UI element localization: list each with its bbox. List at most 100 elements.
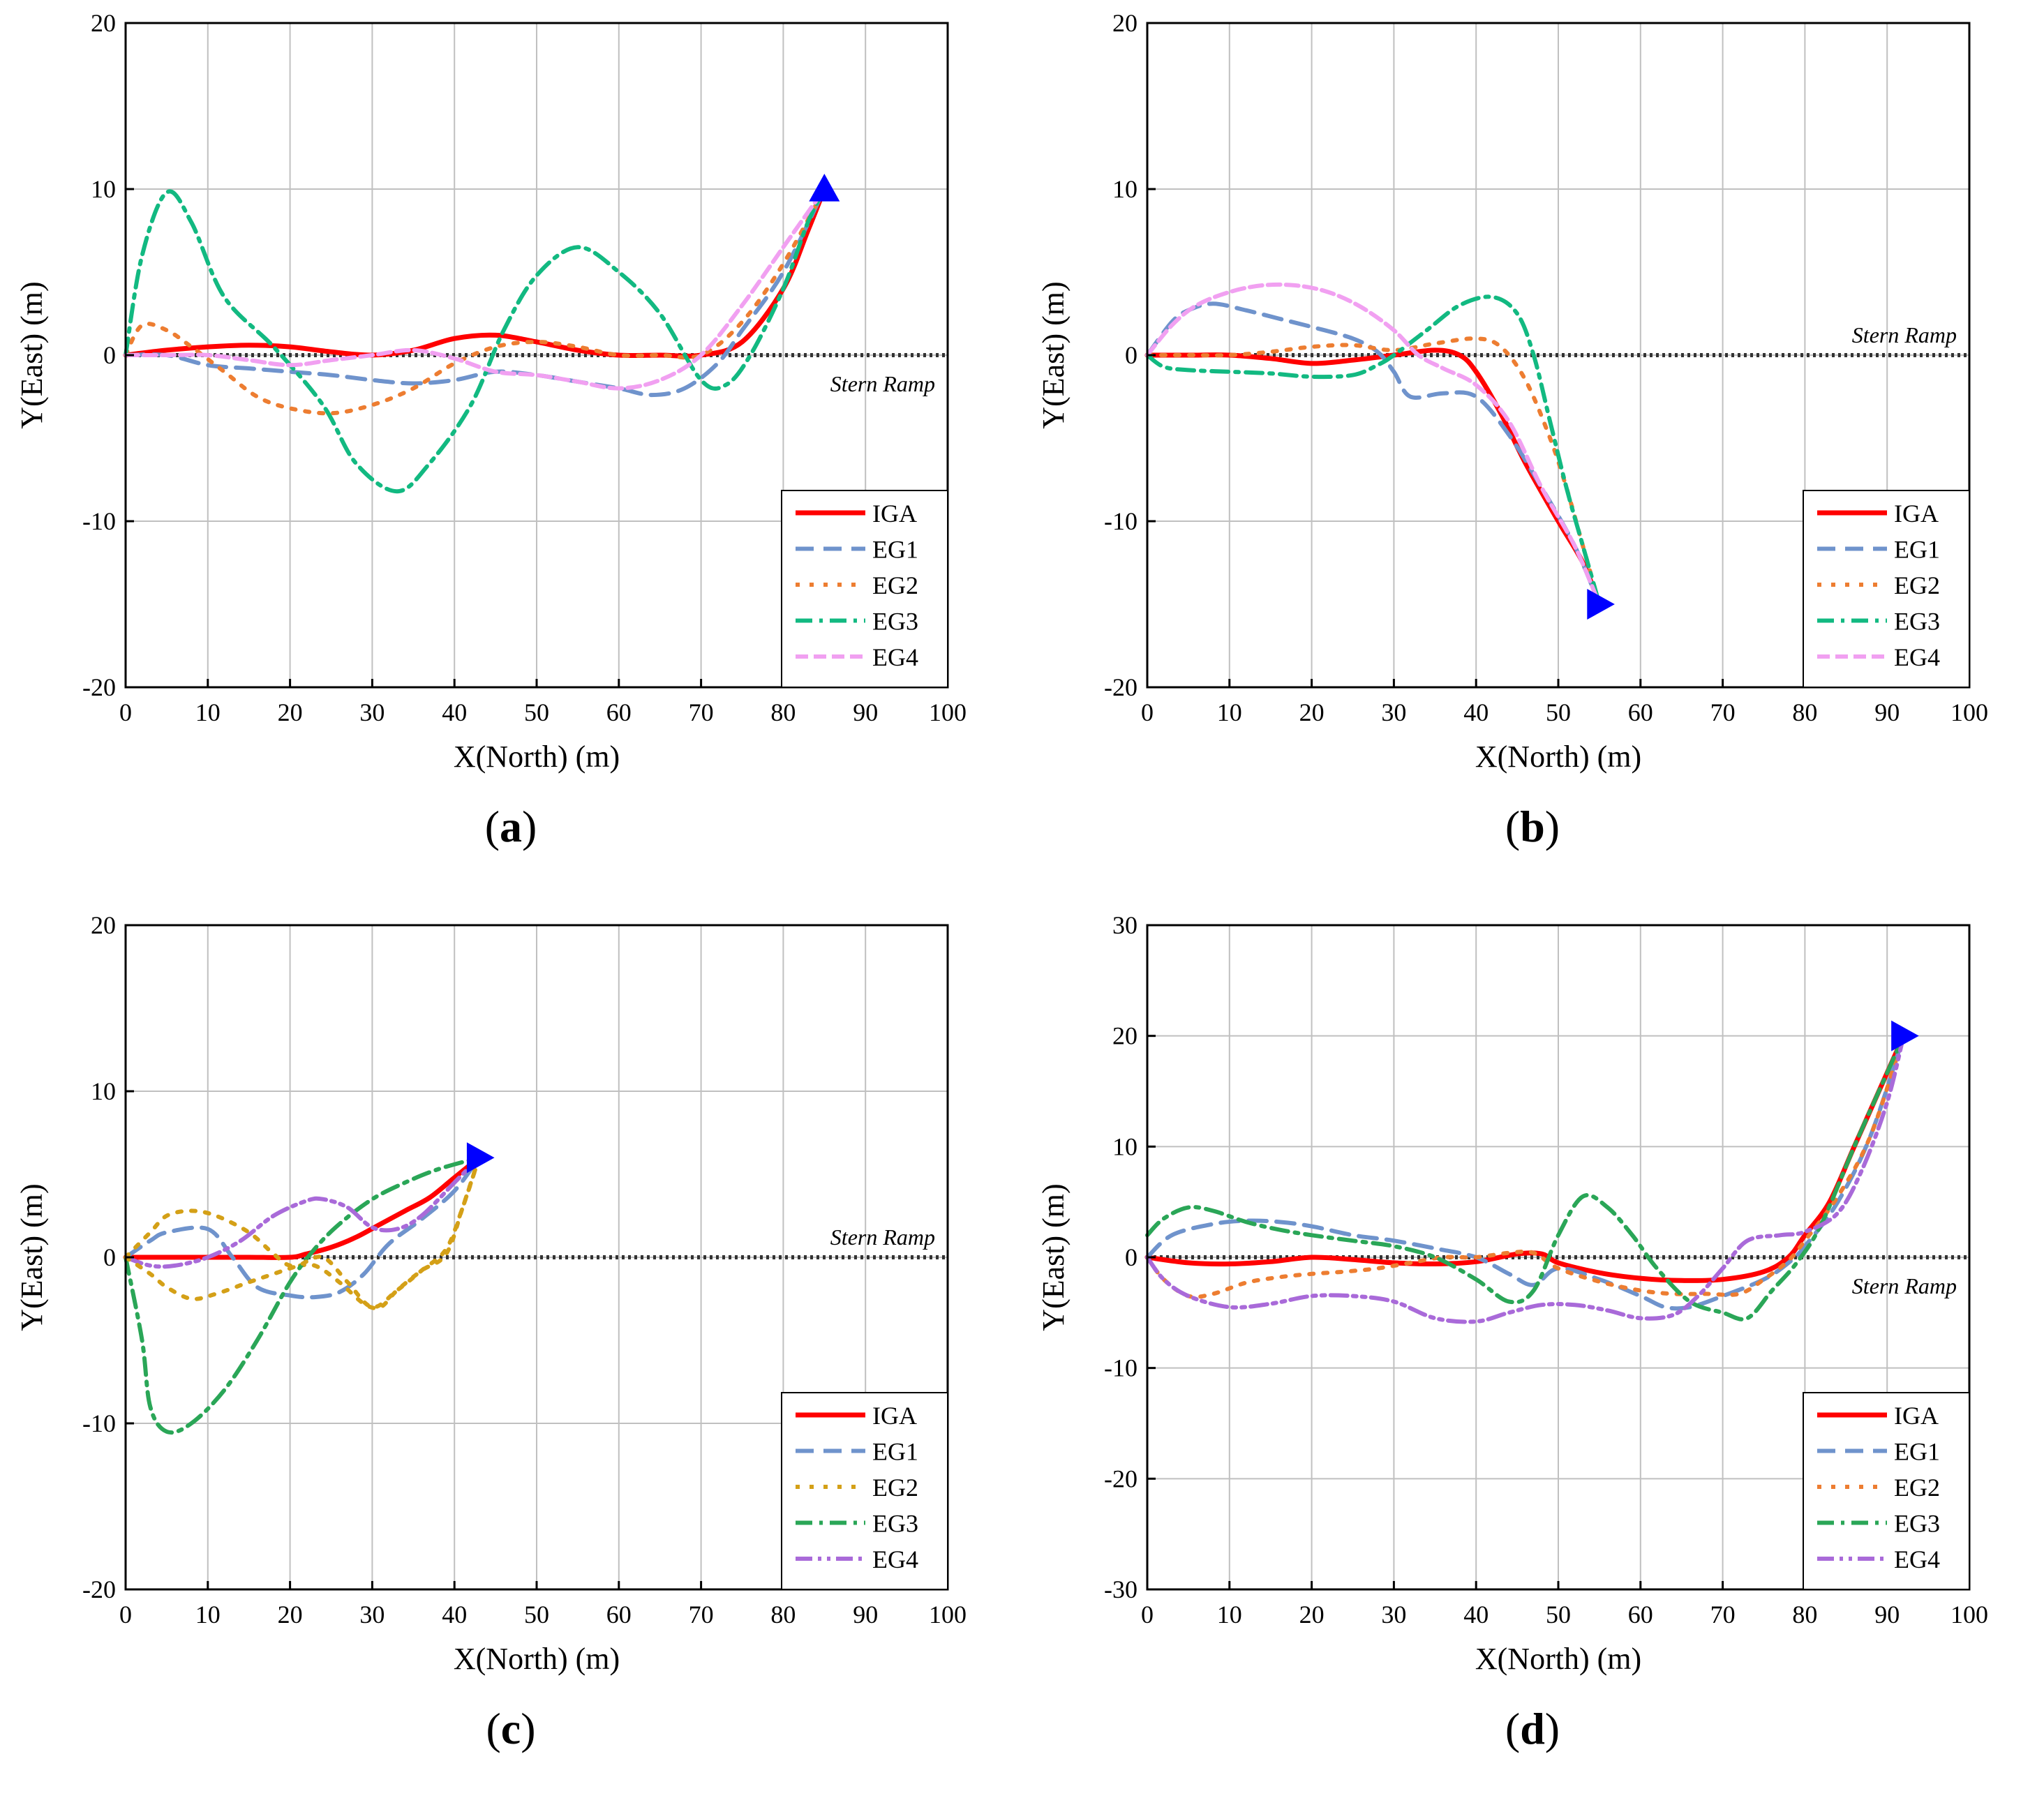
x-tick-label: 60 xyxy=(606,698,632,726)
x-tick-label: 60 xyxy=(606,1601,632,1628)
x-tick-label: 50 xyxy=(524,1601,549,1628)
x-tick-label: 40 xyxy=(442,698,467,726)
y-tick-label: -10 xyxy=(1104,1354,1137,1382)
y-tick-label: 20 xyxy=(91,911,116,939)
legend-label-eg4: EG4 xyxy=(1894,643,1940,671)
y-tick-label: 10 xyxy=(1112,1132,1137,1160)
series-line-eg4 xyxy=(1145,1033,1906,1324)
panel-b: Stern Ramp 0 10 20 30 40 50 60 70 80 90 100 -20 -10 0 1… xyxy=(1022,0,2043,902)
x-tick-label: 30 xyxy=(1381,698,1406,726)
legend-label-eg2: EG2 xyxy=(1894,1474,1940,1501)
legend-label-eg4: EG4 xyxy=(1894,1545,1940,1573)
y-axis-label: Y(East) (m) xyxy=(1036,1183,1071,1331)
target-marker xyxy=(809,174,840,202)
target-marker xyxy=(1587,589,1615,620)
series-line-eg1 xyxy=(1145,301,1602,606)
target-marker xyxy=(466,1142,495,1174)
x-tick-label: 40 xyxy=(1463,698,1489,726)
x-tick-label: 60 xyxy=(1628,1601,1653,1628)
ticks: 0 10 20 30 40 50 60 70 80 90 100 -30 -20 -10 0 10 20 30 xyxy=(1104,911,1988,1628)
y-axis-label: Y(East) (m) xyxy=(1036,281,1071,428)
legend-label-iga: IGA xyxy=(1894,1402,1939,1430)
x-tick-label: 30 xyxy=(359,1601,385,1628)
panel-d: Stern Ramp 0 10 20 30 40 50 60 70 80 90 100 -30 -20 -1… xyxy=(1022,902,2043,1804)
x-tick-label: 100 xyxy=(929,1601,967,1628)
series-line-eg3 xyxy=(1145,294,1602,606)
x-tick-label: 40 xyxy=(442,1601,467,1628)
x-tick-label: 90 xyxy=(1874,698,1900,726)
series-line-eg2b xyxy=(124,1155,482,1310)
series-line-eg2 xyxy=(124,1155,482,1310)
x-tick-label: 80 xyxy=(770,1601,796,1628)
panel-c: Stern Ramp 0 10 20 30 40 50 60 70 80 90 100 -20 -10 0 1… xyxy=(0,902,1022,1804)
legend-label-iga: IGA xyxy=(872,1402,917,1430)
caption-c: (c) xyxy=(486,1704,536,1753)
series-line-eg2 xyxy=(1145,1033,1906,1299)
x-tick-label: 10 xyxy=(1217,698,1242,726)
x-tick-label: 90 xyxy=(853,1601,878,1628)
x-tick-label: 90 xyxy=(853,698,878,726)
legend-label-eg1: EG1 xyxy=(1894,536,1940,564)
series-line-iga xyxy=(1144,347,1602,607)
x-tick-label: 0 xyxy=(119,1601,132,1628)
caption-d: (d) xyxy=(1505,1704,1560,1753)
x-tick-label: 60 xyxy=(1628,698,1653,726)
series-line-eg3 xyxy=(124,187,827,494)
x-tick-label: 20 xyxy=(278,1601,303,1628)
series-line-eg3 xyxy=(1145,1033,1906,1321)
series-line-eg4 xyxy=(124,187,827,391)
y-tick-label: 20 xyxy=(1112,9,1137,37)
y-tick-label: -30 xyxy=(1104,1575,1137,1603)
series-line-eg4 xyxy=(124,1155,482,1269)
target-marker xyxy=(1891,1020,1919,1051)
x-tick-label: 80 xyxy=(1792,1601,1817,1628)
x-tick-label: 10 xyxy=(195,1601,221,1628)
x-axis-label: X(North) (m) xyxy=(1475,1642,1641,1676)
legend-label-iga: IGA xyxy=(1894,500,1939,527)
y-tick-label: -20 xyxy=(82,1575,116,1603)
series-group xyxy=(1144,1033,1907,1324)
y-tick-label: -20 xyxy=(1104,1465,1137,1492)
legend-label-eg2: EG2 xyxy=(872,571,918,599)
x-tick-label: 100 xyxy=(1950,1601,1988,1628)
x-tick-label: 100 xyxy=(929,698,967,726)
x-tick-label: 80 xyxy=(770,698,796,726)
x-axis-label: X(North) (m) xyxy=(454,740,620,774)
x-tick-label: 0 xyxy=(1141,698,1154,726)
x-tick-label: 70 xyxy=(689,698,714,726)
legend-label-eg2: EG2 xyxy=(872,1474,918,1501)
panel-a: Stern Ramp 0 10 20 30 40 50 60 70 80 90 100 -20 -10 0 1… xyxy=(0,0,1022,902)
legend: IGA EG1 EG2 EG3 EG4 xyxy=(1803,490,1970,688)
series-group xyxy=(1144,282,1602,607)
series-group xyxy=(123,1155,482,1435)
y-tick-label: 10 xyxy=(91,1077,116,1105)
legend-label-eg1: EG1 xyxy=(872,1438,918,1466)
y-tick-label: 10 xyxy=(1112,175,1137,203)
x-tick-label: 20 xyxy=(278,698,303,726)
legend-label-eg4: EG4 xyxy=(872,1545,918,1573)
y-tick-label: -10 xyxy=(82,1409,116,1437)
x-tick-label: 70 xyxy=(1710,698,1736,726)
x-tick-label: 40 xyxy=(1463,1601,1489,1628)
legend-label-eg3: EG3 xyxy=(872,1510,918,1538)
x-tick-label: 20 xyxy=(1299,1601,1325,1628)
y-tick-label: 20 xyxy=(91,9,116,37)
x-tick-label: 50 xyxy=(1546,1601,1571,1628)
y-tick-label: -20 xyxy=(1104,673,1137,701)
series-line-eg2 xyxy=(124,187,827,416)
y-tick-label: -10 xyxy=(82,507,116,535)
legend-box xyxy=(781,490,948,688)
legend: IGA EG1 EG2 EG3 EG4 xyxy=(781,490,948,688)
stern-ramp-label: Stern Ramp xyxy=(830,371,935,396)
caption-a: (a) xyxy=(484,802,537,851)
series-line-eg1 xyxy=(124,187,827,398)
x-tick-label: 10 xyxy=(1217,1601,1242,1628)
x-tick-label: 50 xyxy=(1546,698,1571,726)
chart-b: Stern Ramp 0 10 20 30 40 50 60 70 80 90 100 -20 -10 0 1… xyxy=(1036,9,1988,774)
y-tick-label: 0 xyxy=(103,341,116,369)
series-line-eg1 xyxy=(124,1155,482,1300)
y-axis-label: Y(East) (m) xyxy=(15,1183,49,1331)
x-tick-label: 0 xyxy=(119,698,132,726)
y-tick-label: -20 xyxy=(82,673,116,701)
